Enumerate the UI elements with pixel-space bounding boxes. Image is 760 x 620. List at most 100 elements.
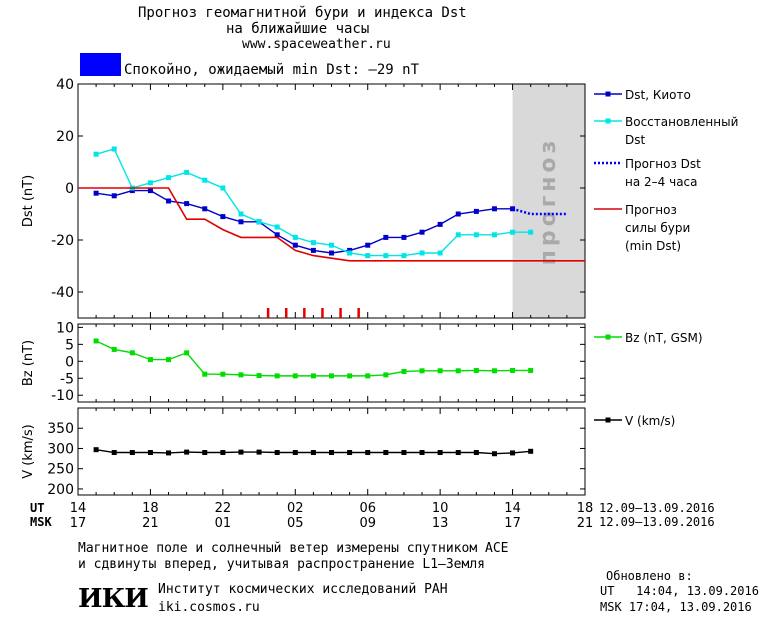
v-point bbox=[111, 450, 117, 456]
bz-point bbox=[238, 372, 244, 378]
v-ytick-label: 350 bbox=[47, 421, 74, 437]
dst-ytick-label: 40 bbox=[56, 77, 74, 93]
forecast-band bbox=[512, 84, 585, 318]
updated-msk: MSK 17:04, 13.09.2016 bbox=[600, 600, 752, 614]
note-line2: и сдвинуты вперед, учитывая распростране… bbox=[78, 557, 485, 572]
v-point bbox=[347, 450, 353, 456]
v-point bbox=[256, 449, 262, 455]
v-point bbox=[401, 450, 407, 456]
v-point bbox=[147, 450, 153, 456]
bz-point bbox=[347, 373, 353, 379]
v-point bbox=[129, 450, 135, 456]
bz-point bbox=[292, 373, 298, 379]
v-ytick-label: 300 bbox=[47, 441, 74, 457]
v-point bbox=[528, 448, 534, 454]
dst-point bbox=[473, 208, 479, 214]
dst-point bbox=[220, 185, 226, 191]
dst-ytick-label: -20 bbox=[51, 233, 74, 249]
dst-point bbox=[473, 232, 479, 238]
bz-ytick-label: -10 bbox=[51, 388, 74, 404]
bz-point bbox=[365, 373, 371, 379]
dst-series-line bbox=[512, 207, 567, 216]
bz-series-line bbox=[95, 340, 531, 377]
v-point bbox=[383, 450, 389, 456]
v-point bbox=[419, 450, 425, 456]
dst-point bbox=[455, 232, 461, 238]
status-text: Спокойно, ожидаемый min Dst: –29 nT bbox=[124, 62, 420, 78]
bz-point bbox=[510, 367, 516, 373]
institute-name: Институт космических исследований РАН bbox=[158, 582, 448, 597]
bz-point bbox=[401, 368, 407, 374]
bz-point bbox=[220, 371, 226, 377]
msk-tick-label: 17 bbox=[70, 516, 87, 531]
dst-point bbox=[347, 250, 353, 256]
bz-point bbox=[166, 357, 172, 363]
dst-point bbox=[419, 229, 425, 235]
dst-point bbox=[329, 242, 334, 248]
v-point bbox=[310, 450, 316, 456]
dst-point bbox=[365, 242, 371, 248]
v-point bbox=[166, 450, 172, 456]
dst-point bbox=[184, 169, 190, 175]
dst-point bbox=[147, 188, 153, 194]
legend-label: Bz (nT, GSM) bbox=[625, 331, 703, 345]
iki-logo: ИКИ bbox=[78, 584, 149, 614]
msk-tick-label: 01 bbox=[215, 516, 232, 531]
dst-point bbox=[401, 234, 407, 240]
dst-point bbox=[292, 242, 298, 248]
msk-tick-label: 21 bbox=[142, 516, 159, 531]
dst-point bbox=[310, 247, 316, 253]
dst-series-line bbox=[78, 187, 585, 262]
v-point bbox=[238, 449, 244, 455]
msk-tick-label: 05 bbox=[287, 516, 304, 531]
dst-point bbox=[220, 214, 226, 220]
dst-point bbox=[310, 240, 316, 246]
bz-point bbox=[202, 371, 208, 377]
bz-point bbox=[310, 373, 316, 379]
v-ytick-label: 200 bbox=[47, 482, 74, 498]
msk-tick-label: 17 bbox=[504, 516, 521, 531]
dst-frame bbox=[77, 83, 586, 319]
dst-point bbox=[111, 193, 117, 199]
dst-point bbox=[329, 250, 334, 256]
dst-point bbox=[202, 206, 208, 212]
dst-ylabel: Dst (nT) bbox=[21, 175, 36, 227]
bz-point bbox=[383, 372, 389, 378]
dst-point bbox=[383, 253, 389, 259]
msk-tick-label: 21 bbox=[577, 516, 594, 531]
v-point bbox=[329, 450, 334, 456]
bz-ytick-label: -5 bbox=[60, 371, 74, 387]
dst-point bbox=[202, 177, 208, 183]
dst-point bbox=[93, 151, 99, 157]
dst-point bbox=[256, 219, 262, 225]
v-point bbox=[184, 449, 190, 455]
legend-label: Восстановленный bbox=[625, 115, 738, 129]
bz-point bbox=[274, 373, 280, 379]
legend-marker bbox=[605, 91, 611, 97]
legend-marker bbox=[605, 417, 611, 423]
bz-point bbox=[147, 357, 153, 363]
dst-series-line bbox=[96, 189, 513, 254]
ut-tick-label: 10 bbox=[432, 501, 449, 516]
institute-link[interactable]: iki.cosmos.ru bbox=[158, 600, 260, 615]
v-point bbox=[491, 451, 497, 457]
bz-point bbox=[528, 367, 534, 373]
ut-tick-label: 18 bbox=[577, 501, 594, 516]
bz-point bbox=[256, 373, 262, 379]
status-color-box bbox=[80, 53, 121, 76]
dst-point bbox=[93, 190, 99, 196]
bz-point bbox=[93, 338, 99, 344]
dst-point bbox=[166, 198, 172, 204]
dst-point bbox=[292, 234, 298, 240]
v-point bbox=[455, 450, 461, 456]
legend-marker bbox=[605, 118, 611, 124]
bz-point bbox=[437, 368, 443, 374]
v-ytick-label: 250 bbox=[47, 462, 74, 478]
v-ylabel: V (km/s) bbox=[21, 424, 36, 479]
v-point bbox=[510, 450, 516, 456]
dst-point bbox=[437, 250, 443, 256]
legend-label: V (km/s) bbox=[625, 414, 675, 428]
dst-point bbox=[491, 232, 497, 238]
legend-label: Dst, Киото bbox=[625, 88, 691, 102]
msk-tick-label: 09 bbox=[359, 516, 376, 531]
